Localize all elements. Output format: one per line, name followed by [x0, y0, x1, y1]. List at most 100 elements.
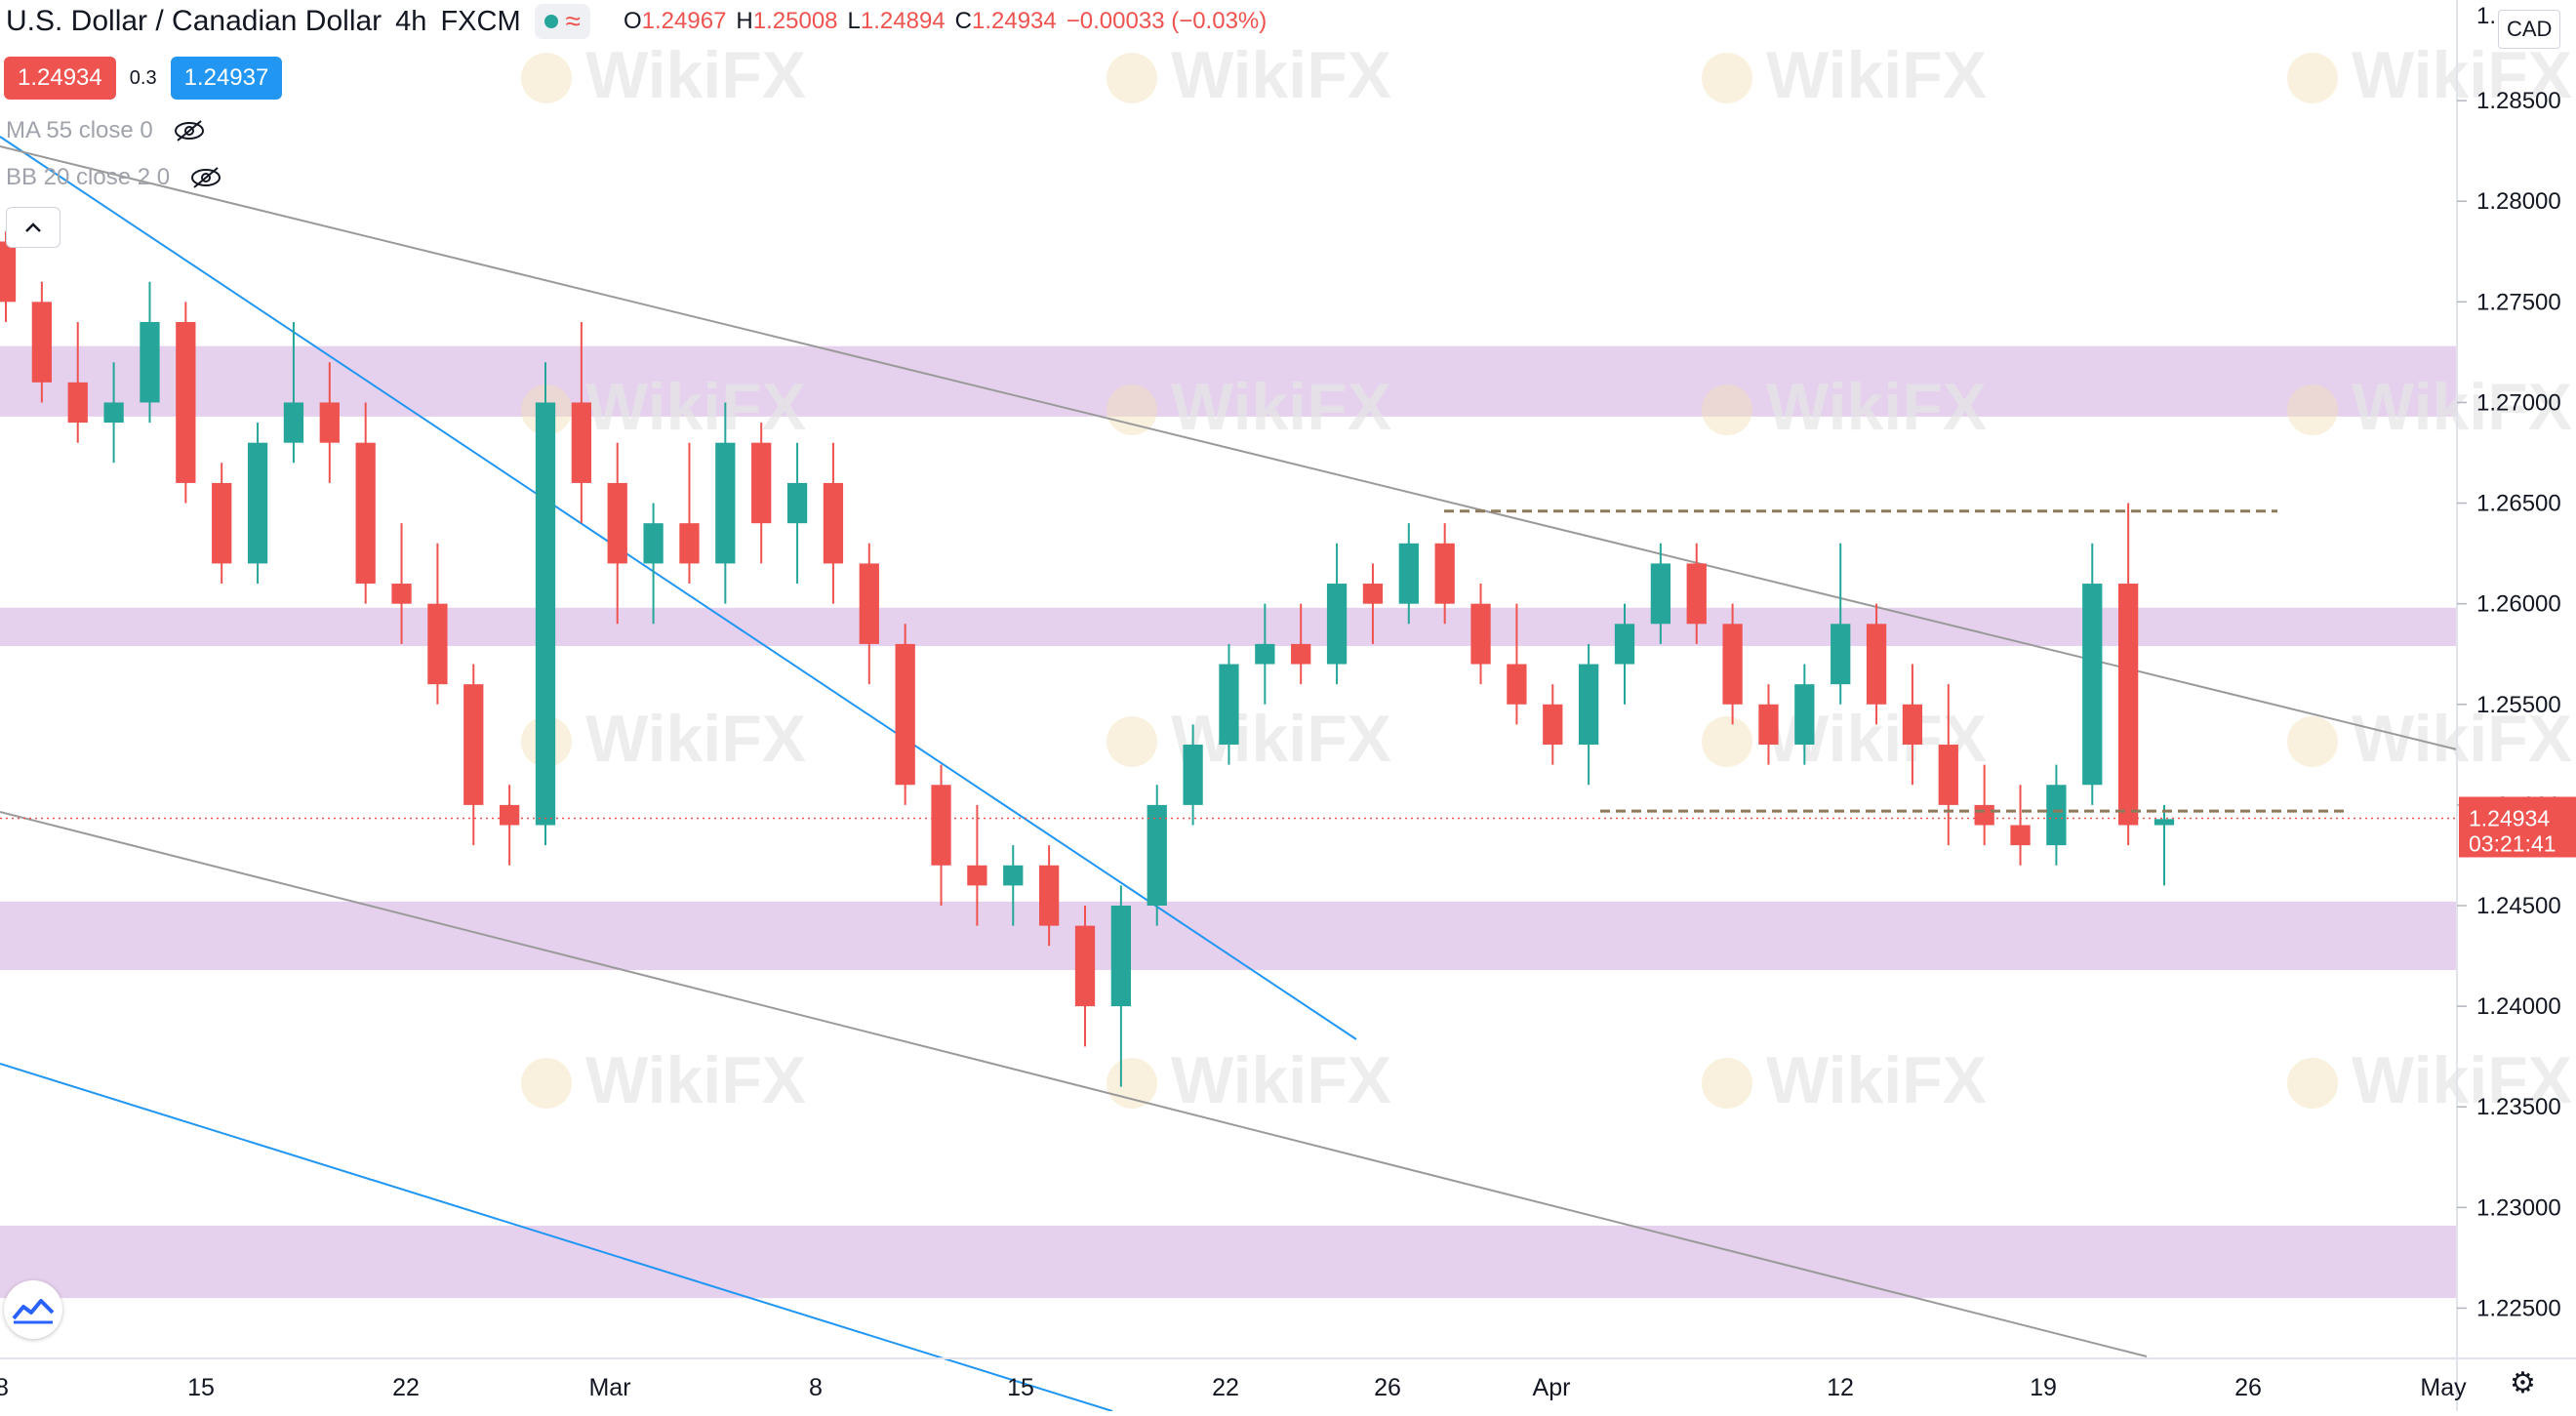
x-tick-label: 19	[2030, 1374, 2057, 1401]
spread-value: 0.3	[129, 66, 157, 89]
watermark-text: WikiFX	[585, 38, 806, 112]
x-tick-label: 15	[187, 1374, 215, 1401]
y-tick-label: 1.26000	[2476, 591, 2561, 618]
candle-body	[1003, 865, 1024, 886]
candle-body	[1938, 745, 1958, 805]
sell-button[interactable]: 1.24934	[4, 57, 116, 100]
x-tick-label: 22	[1212, 1374, 1239, 1401]
watermark-logo	[1702, 53, 1752, 103]
candle-body	[247, 442, 268, 564]
candle-body	[283, 402, 304, 443]
market-open-dot-icon	[543, 15, 558, 28]
candle-body	[607, 482, 627, 564]
support-resistance-zone	[0, 345, 2457, 417]
watermark-text: WikiFX	[1766, 1043, 1987, 1117]
countdown-label: 03:21:41	[2469, 830, 2556, 856]
channel-line-gray-upper	[0, 145, 2458, 750]
candle-body	[463, 684, 484, 805]
level-layer	[0, 509, 2457, 820]
eye-off-icon[interactable]	[173, 119, 206, 142]
watermark-layer: WikiFX WikiFX WikiFX WikiFX WikiFX WikiFX Wiki…	[521, 38, 2572, 1117]
candle-body	[1110, 906, 1132, 1007]
watermark-logo	[1702, 1058, 1752, 1109]
indicator-ma[interactable]: MA 55 close 0	[6, 117, 206, 144]
watermark-logo	[2287, 1058, 2338, 1109]
watermark-text: WikiFX	[1766, 38, 1987, 112]
watermark-logo	[2287, 384, 2338, 435]
x-tick-label: 8	[0, 1374, 9, 1401]
x-tick-label: 12	[1827, 1374, 1854, 1401]
trade-buttons: 1.24934 0.3 1.24937	[4, 57, 283, 100]
y-tick-label: 1.28500	[2476, 88, 2561, 114]
watermark-logo	[2287, 716, 2338, 767]
watermark-logo	[1702, 716, 1752, 767]
candle-body	[1038, 865, 1060, 926]
source-label: FXCM	[440, 5, 521, 37]
support-resistance-zone	[0, 901, 2457, 970]
candle-body	[859, 563, 879, 644]
watermark-logo	[2287, 53, 2338, 103]
candle-body	[499, 804, 520, 826]
candle-body	[1255, 643, 1275, 665]
watermark-text: WikiFX	[1171, 38, 1391, 112]
buy-button[interactable]: 1.24937	[170, 57, 283, 100]
y-tick-label: 1.	[2476, 3, 2496, 29]
y-tick-label: 1.24000	[2476, 993, 2561, 1020]
ohlc-values: O1.24967 H1.25008 L1.24894 C1.24934 −0.0…	[624, 8, 1267, 35]
candle-body	[212, 482, 232, 564]
eye-off-icon[interactable]	[189, 166, 222, 189]
candle-body	[571, 402, 592, 483]
x-tick-label: 22	[392, 1374, 420, 1401]
x-tick-label: 26	[2234, 1374, 2262, 1401]
candle-body	[391, 584, 412, 604]
x-tick-label: May	[2420, 1374, 2467, 1401]
candle-body	[355, 442, 376, 585]
currency-badge[interactable]: CAD	[2498, 10, 2561, 49]
candle-body	[715, 442, 736, 564]
watermark-logo	[1702, 384, 1752, 435]
candle-body	[751, 442, 772, 524]
candle-body	[1686, 563, 1707, 625]
watermark-text: WikiFX	[1171, 1043, 1391, 1117]
collapse-legend-button[interactable]	[6, 207, 60, 248]
candle-body	[67, 382, 88, 424]
indicator-bb[interactable]: BB 20 close 2 0	[6, 164, 222, 191]
candle-body	[176, 321, 196, 483]
gear-icon[interactable]: ⚙	[2510, 1367, 2536, 1399]
candle-body	[931, 785, 951, 866]
candle-body	[2153, 819, 2175, 826]
tradingview-logo-icon[interactable]	[4, 1280, 62, 1339]
candle-body	[2117, 584, 2139, 826]
support-resistance-zone	[0, 1225, 2457, 1299]
interval-label[interactable]: 4h	[395, 5, 427, 37]
indicator-label: MA 55 close 0	[6, 117, 153, 143]
candle-body	[1543, 704, 1563, 746]
ohlc-change: −0.00033 (−0.03%)	[1066, 8, 1268, 34]
x-tick-label: Mar	[588, 1374, 630, 1401]
watermark-logo	[521, 53, 572, 103]
wave-icon: ≈	[565, 6, 581, 36]
candle-body	[643, 523, 664, 564]
y-tick-label: 1.27500	[2476, 289, 2561, 315]
y-tick-label: 1.23000	[2476, 1194, 2561, 1221]
candle-body	[1074, 925, 1096, 1007]
candle-body	[1507, 664, 1527, 705]
candle-body	[535, 402, 556, 826]
candle-body	[1831, 624, 1851, 685]
last-price-label-bg	[2459, 796, 2576, 858]
candle-body	[2082, 584, 2103, 786]
ohlc-low: L1.24894	[847, 8, 946, 34]
candle-body	[1614, 624, 1635, 665]
watermark-text: WikiFX	[2352, 1043, 2572, 1117]
symbol-title[interactable]: U.S. Dollar / Canadian Dollar	[6, 5, 382, 37]
indicator-label: BB 20 close 2 0	[6, 164, 171, 190]
watermark-logo	[521, 1058, 572, 1109]
y-tick-label: 1.26500	[2476, 491, 2561, 517]
candle-body	[1183, 745, 1203, 805]
status-box[interactable]: ≈	[534, 4, 590, 39]
channel-line-blue-lower	[0, 1063, 1113, 1412]
candle-body	[1470, 603, 1491, 665]
candle-body	[1147, 804, 1167, 906]
